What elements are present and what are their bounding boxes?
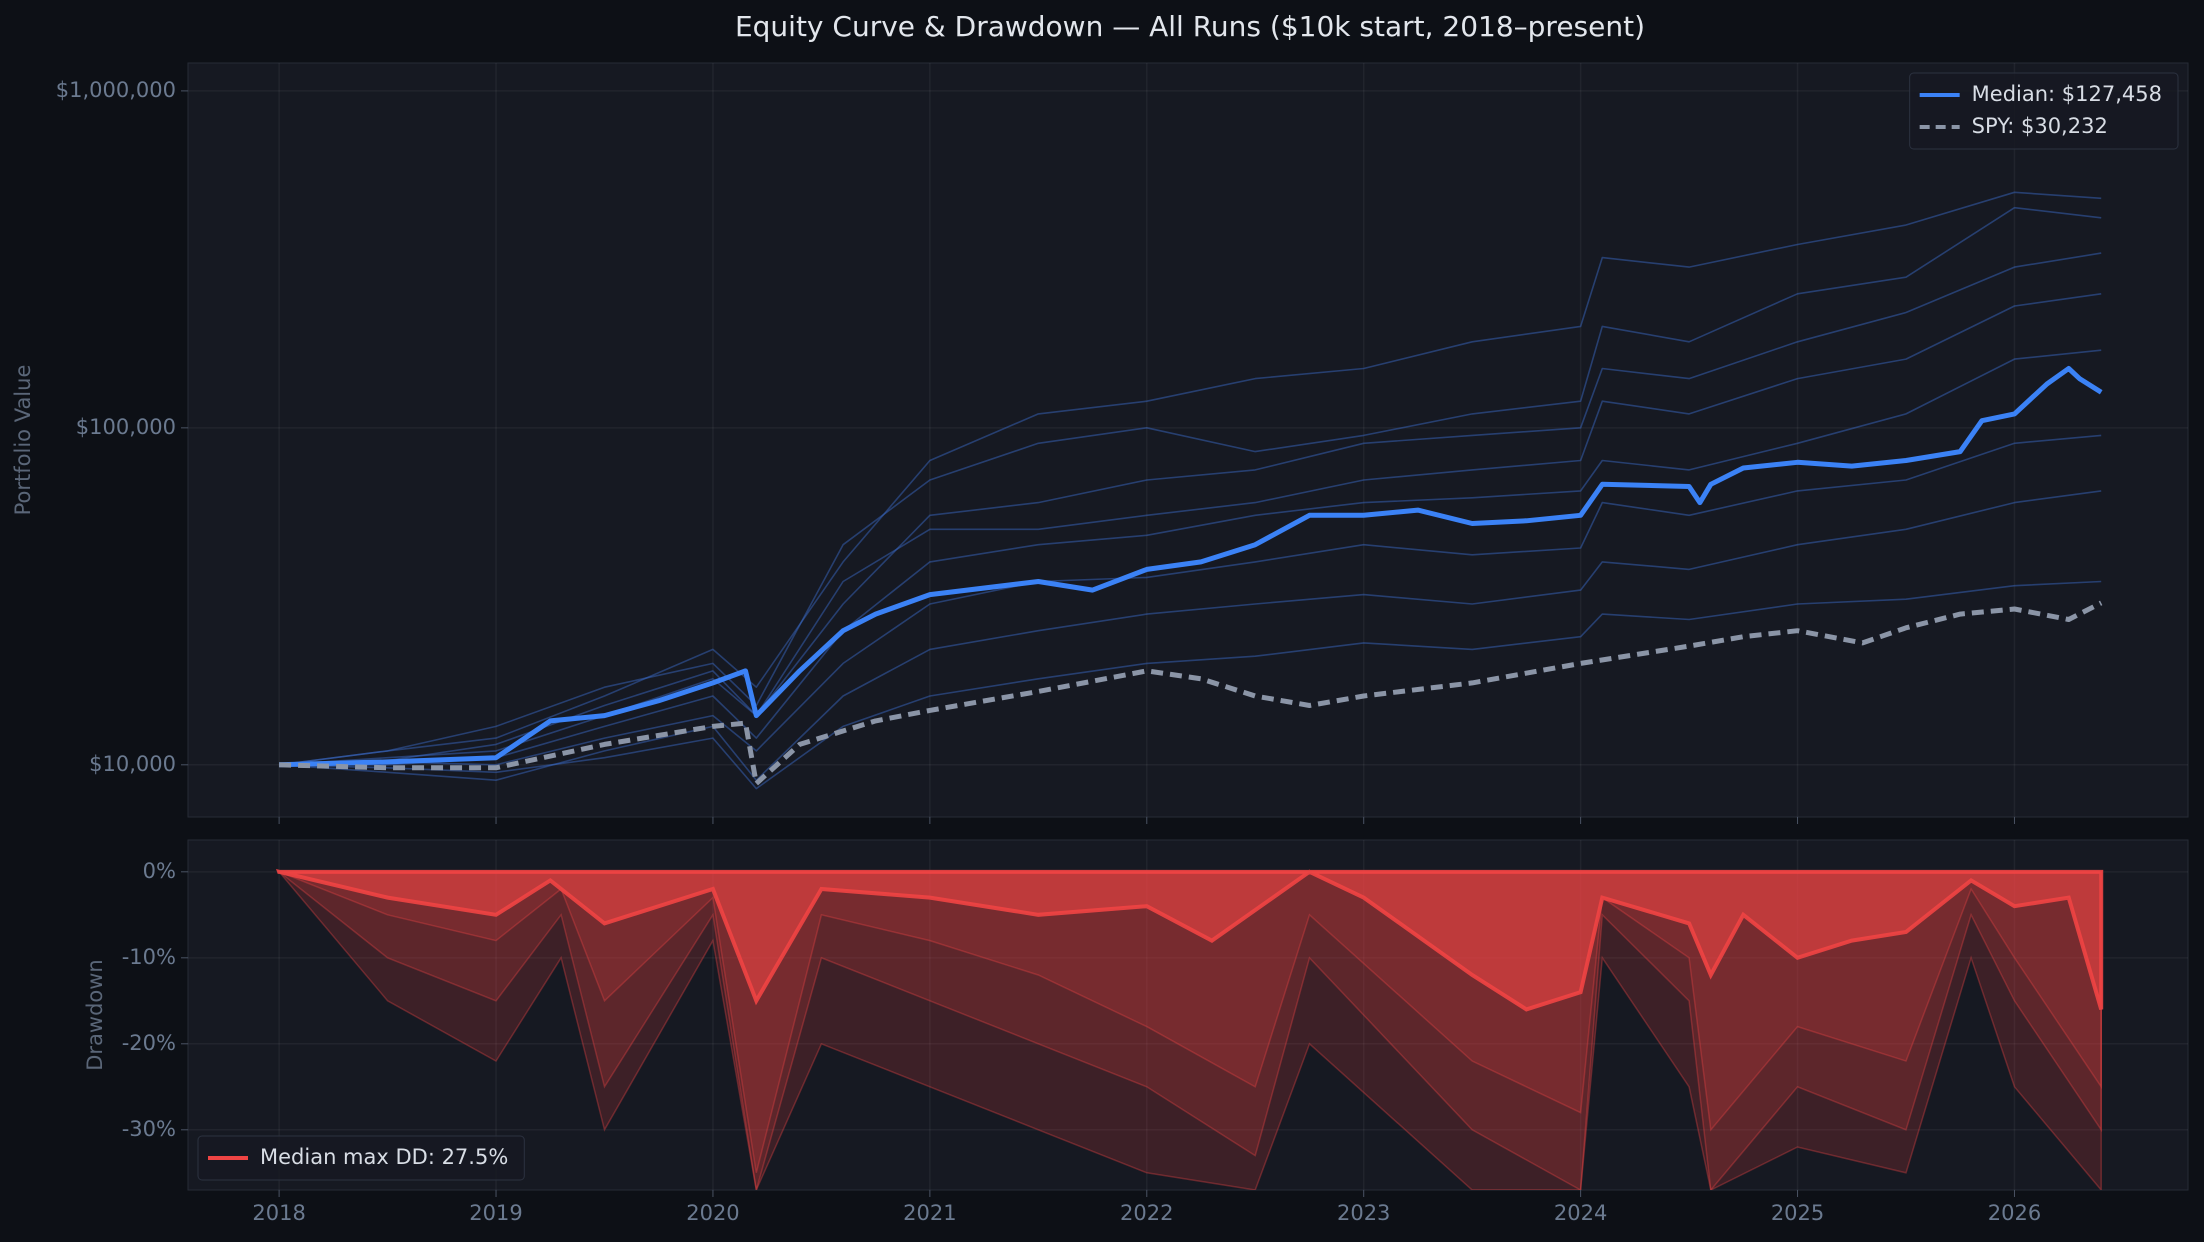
x-tick-label: 2024 (1554, 1201, 1607, 1225)
x-tick-label: 2018 (252, 1201, 305, 1225)
series-line (279, 366, 2103, 768)
legend: Median: $127,458 SPY: $30,232 (1909, 72, 2179, 150)
run-line (279, 580, 2102, 790)
y-tick-label: -20% (122, 1031, 176, 1055)
series-line (279, 600, 2103, 786)
y-tick-label: $10,000 (89, 752, 176, 776)
run-area (278, 871, 2102, 1190)
legend-label: SPY: $30,232 (1972, 114, 2108, 138)
x-tick-label: 2022 (1120, 1201, 1173, 1225)
x-tick-label: 2026 (1988, 1201, 2041, 1225)
y-tick-label: 0% (143, 859, 176, 883)
legend-box (197, 1135, 525, 1181)
run-line (279, 434, 2102, 766)
legend: Median max DD: 27.5% (197, 1135, 525, 1181)
run-line (278, 206, 2102, 766)
plot-top (188, 63, 2188, 817)
run-area (277, 869, 2102, 1190)
legend-box (1909, 72, 2179, 150)
x-tick-label: 2023 (1337, 1201, 1390, 1225)
x-tick-label: 2019 (469, 1201, 522, 1225)
y-tick-label: -10% (122, 945, 176, 969)
run-line (279, 293, 2102, 766)
x-tick-label: 2025 (1771, 1201, 1824, 1225)
x-tick-label: 2021 (903, 1201, 956, 1225)
axes: $10,000 $100,000 $1,000,000 Median: $127,45… (56, 72, 2179, 1225)
legend-label: Median: $127,458 (1972, 82, 2162, 106)
y-tick-label: -30% (122, 1117, 176, 1141)
plot-area (187, 62, 2189, 818)
series-area (276, 869, 2104, 1012)
x-tick-label: 2020 (686, 1201, 739, 1225)
run-line (278, 191, 2102, 766)
legend-label: Median max DD: 27.5% (260, 1145, 508, 1169)
y-tick-label: $1,000,000 (56, 78, 176, 102)
y-axis-title: Portfolio Value (11, 365, 35, 516)
chart-title: Equity Curve & Drawdown — All Runs ($10k… (735, 10, 1645, 43)
run-line (279, 349, 2102, 766)
y-axis-title: Drawdown (83, 959, 107, 1071)
plot-bottom (188, 840, 2188, 1190)
run-line (279, 490, 2102, 781)
y-tick-label: $100,000 (76, 415, 176, 439)
